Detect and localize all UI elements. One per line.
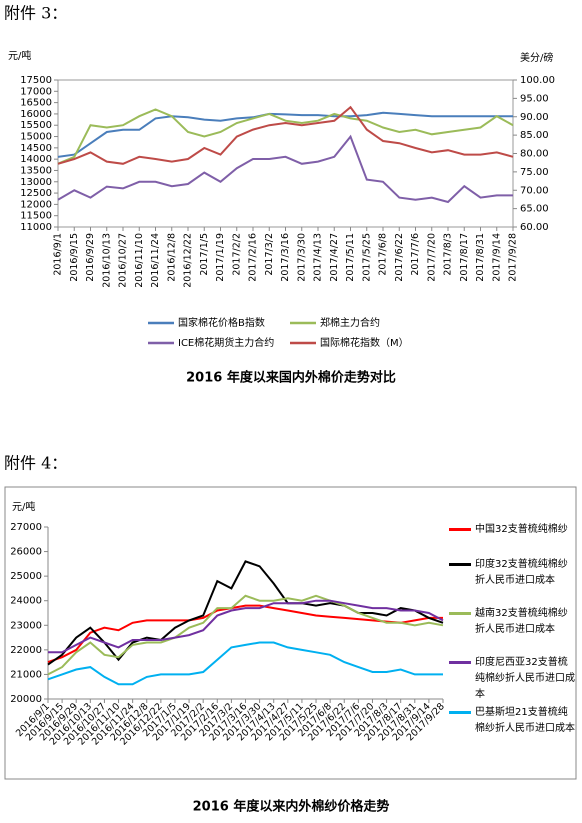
y-tick-label: 11000 (20, 222, 52, 233)
x-tick-label: 2016/12/22 (183, 233, 194, 288)
y2-tick-label: 60.00 (520, 222, 549, 233)
plot-frame (57, 79, 514, 228)
x-tick-label: 2017/9/14 (491, 233, 502, 282)
chart-title: 2016 年度以来内外棉纱价格走势 (193, 799, 390, 815)
legend-label: 印度32支普梳纯棉纱折人民币进口成本 (475, 559, 568, 586)
y-tick-label: 22000 (10, 645, 42, 656)
y-tick-label: 16000 (20, 109, 52, 120)
y-tick-label: 24000 (10, 596, 42, 607)
x-tick-label: 2016/10/27 (118, 233, 129, 288)
y-tick-label: 15500 (20, 120, 52, 131)
heading: 附件 3： (4, 4, 67, 23)
y-tick-label: 26000 (10, 547, 42, 558)
y-tick-label: 15000 (20, 132, 52, 143)
chart-frame (4, 486, 577, 780)
y-tick-label: 13000 (20, 177, 52, 188)
x-tick-label: 2017/7/20 (426, 233, 437, 282)
x-tick-label: 2017/3/30 (296, 233, 307, 282)
x-tick-label: 2017/6/22 (394, 233, 405, 282)
x-tick-label: 2017/8/31 (475, 233, 486, 282)
x-tick-label: 2017/3/16 (280, 233, 291, 282)
x-tick-label: 2017/9/28 (508, 233, 519, 282)
y-tick-label: 12000 (20, 199, 52, 210)
chart-title: 2016 年度以来国内外棉价走势对比 (186, 370, 396, 386)
legend-swatch (449, 528, 471, 531)
x-tick-label: 2017/2/16 (248, 233, 259, 282)
legend-swatch (449, 612, 471, 615)
y-axis-label: 元/吨 (12, 500, 35, 513)
x-tick-label: 2017/2/2 (231, 233, 242, 276)
series-line (57, 108, 514, 165)
x-tick-label: 2016/9/1 (53, 233, 64, 276)
y2-tick-label: 65.00 (520, 204, 549, 215)
legend-item: 中国32支普梳纯棉纱 (449, 522, 577, 538)
y-tick-label: 14000 (20, 154, 52, 165)
x-tick-label: 2016/11/10 (134, 233, 145, 288)
x-tick-label: 2016/9/15 (69, 233, 80, 282)
x-tick-label: 2017/3/2 (264, 233, 275, 276)
legend-item: 巴基斯坦21支普梳纯棉纱折人民币进口成本 (449, 705, 577, 737)
y2-tick-label: 95.00 (520, 93, 549, 104)
y2-tick-label: 80.00 (520, 149, 549, 160)
legend-swatch (449, 661, 471, 664)
legend-swatch (449, 563, 471, 566)
series-line (48, 599, 444, 654)
y-tick-label: 13500 (20, 165, 52, 176)
series-line (57, 111, 513, 158)
y-tick-label: 17500 (20, 75, 52, 86)
legend-label: 印度尼西亚32支普梳纯棉纱折人民币进口成本 (475, 657, 575, 700)
y-tick-label: 14500 (20, 143, 52, 154)
x-tick-label: 2017/4/13 (313, 233, 324, 282)
legend-label: 中国32支普梳纯棉纱 (475, 524, 568, 535)
legend-label: 郑棉主力合约 (320, 316, 380, 329)
x-tick-label: 2017/1/19 (215, 233, 226, 282)
y-tick-label: 27000 (10, 522, 42, 533)
series-line (57, 105, 514, 165)
y-tick-label: 17000 (20, 86, 52, 97)
y2-tick-label: 70.00 (520, 185, 549, 196)
y-tick-label: 20000 (10, 694, 42, 705)
x-tick-label: 2017/1/5 (199, 233, 210, 276)
series-line (47, 594, 444, 676)
x-tick-label: 2017/4/27 (329, 233, 340, 282)
y2-axis-label: 美分/磅 (520, 51, 553, 64)
legend-label: 国家棉花价格B指数 (178, 316, 265, 329)
y-tick-label: 12500 (20, 188, 52, 199)
x-tick-label: 2017/8/17 (459, 233, 470, 282)
x-tick-label: 2017/5/25 (361, 233, 372, 282)
series-line (47, 604, 443, 664)
legend-label: 巴基斯坦21支普梳纯棉纱折人民币进口成本 (475, 707, 575, 734)
legend-item: 越南32支普梳纯棉纱折人民币进口成本 (449, 606, 577, 638)
series-line (57, 134, 513, 204)
legend-item: 印度32支普梳纯棉纱折人民币进口成本 (449, 557, 577, 589)
y-tick-label: 25000 (10, 571, 42, 582)
x-tick-label: 2017/7/6 (410, 233, 421, 276)
x-tick-label: 2016/9/29 (85, 233, 96, 282)
y2-tick-label: 85.00 (520, 130, 549, 141)
y-tick-label: 11500 (20, 211, 52, 222)
legend-item: 印度尼西亚32支普梳纯棉纱折人民币进口成本 (449, 655, 577, 703)
heading: 附件 4： (4, 454, 67, 473)
x-tick-label: 2016/10/13 (101, 233, 112, 288)
x-tick-label: 2016/12/8 (166, 233, 177, 282)
y-axis-label: 元/吨 (8, 49, 31, 62)
legend-label: 越南32支普梳纯棉纱折人民币进口成本 (475, 608, 568, 635)
x-tick-label: 2017/8/3 (443, 233, 454, 276)
x-tick-label: 2017/6/8 (378, 233, 389, 276)
x-tick-label: 2016/11/24 (150, 233, 161, 288)
y2-tick-label: 90.00 (520, 112, 549, 123)
legend-label: 国际棉花指数（M） (320, 336, 409, 349)
y2-tick-label: 100.00 (520, 75, 555, 86)
legend-label: ICE棉花期货主力合约 (178, 336, 274, 349)
y-tick-label: 23000 (10, 620, 42, 631)
series-line (47, 641, 443, 686)
y-tick-label: 21000 (10, 669, 42, 680)
series-line (47, 560, 444, 666)
y2-tick-label: 75.00 (520, 167, 549, 178)
x-tick-label: 2017/5/11 (345, 233, 356, 282)
y-tick-label: 16500 (20, 98, 52, 109)
legend-swatch (449, 711, 471, 714)
